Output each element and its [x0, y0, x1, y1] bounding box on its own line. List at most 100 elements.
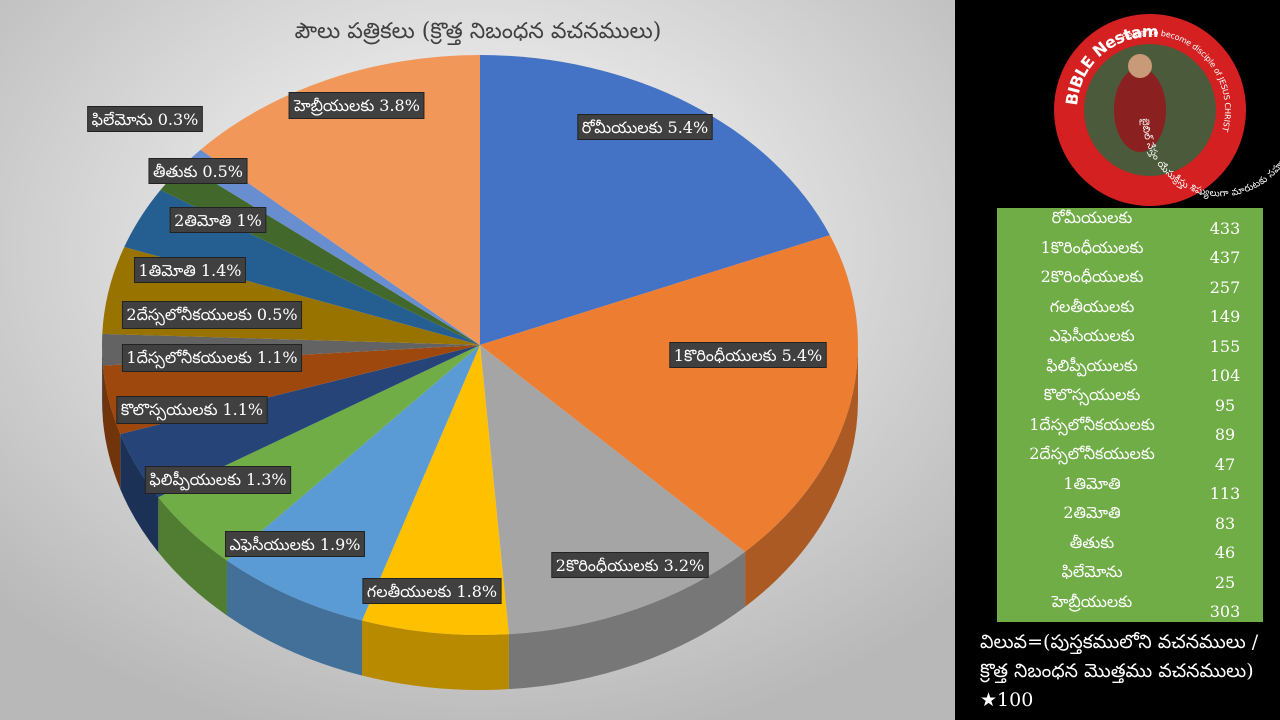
table-name: ఫిలేమోను [1061, 562, 1123, 581]
slice-side [226, 560, 363, 676]
data-label: హెబ్రీయులకు 3.8% [288, 92, 425, 119]
data-label: ఎఫెసీయులకు 1.9% [225, 531, 365, 557]
data-label-text: 2తిమోతి 1% [174, 211, 262, 230]
table-value: 25 [1214, 572, 1236, 592]
slice-side [508, 551, 746, 690]
data-label-name: హెబ్రీయులకు [293, 96, 374, 116]
data-label: గలతీయులకు 1.8% [362, 578, 502, 604]
data-label: 1దేస్సలోనీకయులకు 1.1% [121, 344, 303, 372]
data-label-box [116, 396, 268, 424]
table-name: 1తిమోతి [1063, 473, 1121, 493]
data-label-box [169, 207, 267, 233]
table-row: 1దేస్సలోనీకయులకు 89 [997, 415, 1263, 445]
data-label-box [362, 578, 502, 604]
data-label-value: 3.2% [664, 556, 705, 575]
data-label-text: కొలొస్సయులకు 1.1% [121, 400, 263, 421]
table-value: 83 [1214, 513, 1236, 533]
slice [480, 235, 859, 552]
data-label-name: తీతుకు [153, 162, 197, 181]
table-row: కొలొస్సయులకు 95 [997, 385, 1263, 415]
data-label-box [87, 106, 203, 132]
table-value: 113 [1209, 484, 1241, 503]
data-label-text: తీతుకు 0.5% [153, 162, 243, 181]
data-label-text: 1తిమోతి 1.4% [139, 261, 242, 280]
slice [158, 345, 480, 561]
data-label-box [121, 301, 303, 329]
data-label-value: 1.1% [222, 400, 263, 419]
table-name: రోమీయులకు [1051, 208, 1133, 227]
data-table: రోమీయులకు 433 1కొరింధీయులకు 437 2కొరింధీయులక… [997, 208, 1263, 622]
data-label-value: 5.4% [782, 346, 823, 365]
data-label: 2దేస్సలోనీకయులకు 0.5% [121, 301, 303, 329]
slice [362, 345, 509, 635]
table-value: 257 [1209, 277, 1241, 297]
table-row: 1తిమోతి 113 [997, 474, 1263, 504]
data-label-text: ఫిలేమోను 0.3% [92, 110, 199, 129]
data-label-name: 2కొరింధీయులకు [556, 556, 659, 575]
table-row: రోమీయులకు 433 [997, 208, 1263, 238]
table-value: 95 [1214, 395, 1236, 415]
data-label-box [134, 257, 246, 283]
slice-side [158, 497, 227, 616]
data-label-box [669, 342, 827, 368]
data-label-name: రోమీయులకు [582, 118, 663, 137]
table-value: 104 [1209, 366, 1241, 385]
data-label-box [577, 114, 713, 140]
data-label-value: 1.3% [246, 470, 287, 489]
data-label-name: గలతీయులకు [367, 582, 452, 601]
slice [120, 345, 480, 498]
table-name: 1దేస్సలోనీకయులకు [1029, 414, 1155, 434]
data-label-name: 1తిమోతి [139, 261, 196, 280]
data-label-value: 0.5% [202, 162, 243, 181]
table-name: 2దేస్సలోనీకయులకు [1029, 444, 1155, 463]
data-label-text: హెబ్రీయులకు 3.8% [293, 96, 420, 116]
slice [184, 149, 480, 345]
data-label-value: 1.9% [320, 535, 361, 554]
data-label: 2తిమోతి 1% [169, 207, 267, 233]
slice-side [745, 345, 858, 607]
data-label-name: ఫిలేమోను [92, 110, 153, 129]
slice-side [102, 365, 121, 490]
table-name: ఫిలిప్పీయులకు [1046, 355, 1138, 375]
data-label-text: 2కొరింధీయులకు 3.2% [556, 556, 704, 575]
data-label: 2కొరింధీయులకు 3.2% [551, 552, 709, 578]
logo-figure-head [1128, 54, 1152, 78]
data-label-text: గలతీయులకు 1.8% [367, 582, 497, 601]
table-name: 2కొరింధీయులకు [1040, 267, 1144, 286]
data-label: ఫిలిప్పీయులకు 1.3% [144, 466, 292, 494]
table-row: తీతుకు 46 [997, 533, 1263, 563]
table-value: 89 [1214, 425, 1236, 444]
table-name: 2తిమోతి [1063, 503, 1121, 522]
table-value: 433 [1209, 218, 1241, 238]
data-label: 1కొరింధీయులకు 5.4% [669, 342, 827, 368]
table-value: 437 [1209, 248, 1241, 267]
data-label-text: 1దేస్సలోనీకయులకు 1.1% [126, 348, 297, 369]
table-name: హెబ్రీయులకు [1051, 591, 1133, 611]
data-label-box [551, 552, 709, 578]
data-label-text: ఎఫెసీయులకు 1.9% [230, 535, 361, 554]
data-label-name: 2దేస్సలోనీకయులకు [126, 305, 252, 326]
data-label-value: 1.4% [201, 261, 242, 280]
data-label: 1తిమోతి 1.4% [134, 257, 246, 283]
table-value: 149 [1209, 307, 1241, 326]
slice-side [362, 620, 509, 690]
data-label-box [148, 158, 248, 184]
table-name: గలతీయులకు [1049, 296, 1135, 316]
footnote: విలువ=(పుస్తకములోని వచనములు / క్రొత్త ని… [980, 631, 1259, 711]
slice-side [102, 345, 103, 421]
data-label-name: ఎఫెసీయులకు [230, 535, 315, 554]
data-label-name: ఫిలిప్పీయులకు [149, 470, 241, 491]
table-name: ఎఫెసీయులకు [1049, 326, 1135, 345]
table-row: హెబ్రీయులకు 303 [997, 592, 1263, 622]
data-label-name: 1కొరింధీయులకు [674, 346, 777, 365]
table-value: 303 [1209, 602, 1241, 621]
data-label-text: 1కొరింధీయులకు 5.4% [674, 346, 822, 365]
data-label-value: 1.8% [456, 582, 497, 601]
data-label-name: కొలొస్సయులకు [121, 400, 218, 421]
data-label: తీతుకు 0.5% [148, 158, 248, 184]
data-label-box [225, 531, 365, 557]
table-row: ఫిలిప్పీయులకు 104 [997, 356, 1263, 386]
data-label-value: 1.1% [257, 348, 298, 367]
